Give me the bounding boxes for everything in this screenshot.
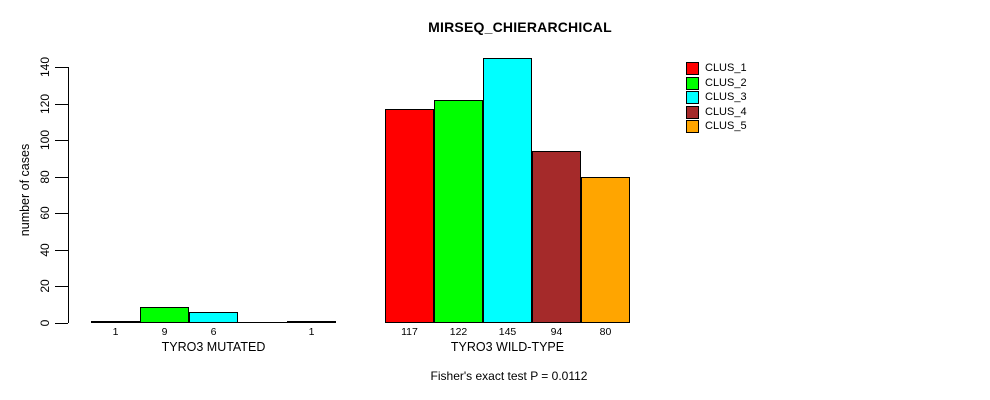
bar-value-label: 94 bbox=[550, 326, 563, 338]
legend-label: CLUS_1 bbox=[705, 62, 747, 74]
y-axis-line bbox=[68, 67, 69, 323]
y-axis-tick bbox=[55, 67, 68, 68]
bar-clus_1-group1 bbox=[91, 321, 140, 323]
legend-swatch-icon bbox=[686, 120, 699, 134]
bar-value-label: 1 bbox=[308, 326, 315, 338]
bar-value-label: 117 bbox=[401, 326, 418, 338]
bar-clus_5-group1 bbox=[287, 321, 336, 323]
bar-clus_3-group2 bbox=[483, 58, 532, 323]
y-axis-tick bbox=[55, 213, 68, 214]
footnote: Fisher's exact test P = 0.0112 bbox=[430, 369, 588, 383]
bar-clus_5-group2 bbox=[581, 177, 630, 323]
bar-clus_4-group1 bbox=[238, 322, 287, 323]
legend: CLUS_1 CLUS_2 CLUS_3 CLUS_4 CLUS_5 bbox=[686, 62, 747, 135]
chart-title: MIRSEQ_CHIERARCHICAL bbox=[428, 19, 612, 35]
y-axis-tick bbox=[55, 250, 68, 251]
bar-value-label: 9 bbox=[161, 326, 168, 338]
y-axis-tick-label: 100 bbox=[38, 129, 52, 151]
x-axis-group-label: TYRO3 MUTATED bbox=[161, 340, 266, 354]
bar-clus_1-group2 bbox=[385, 109, 434, 323]
legend-swatch-icon bbox=[686, 91, 699, 105]
bar-value-label: 1 bbox=[112, 326, 119, 338]
y-axis-tick-label: 120 bbox=[38, 93, 52, 115]
legend-label: CLUS_2 bbox=[705, 76, 747, 89]
legend-item-clus_5: CLUS_5 bbox=[686, 120, 747, 134]
bar-clus_2-group2 bbox=[434, 100, 483, 323]
legend-label: CLUS_5 bbox=[705, 120, 747, 133]
legend-item-clus_1: CLUS_1 bbox=[686, 62, 747, 75]
bar-value-label: 6 bbox=[210, 326, 217, 338]
x-axis-group-label: TYRO3 WILD-TYPE bbox=[450, 340, 565, 354]
bar-value-label: 80 bbox=[599, 326, 612, 338]
bar-value-label: 122 bbox=[449, 326, 468, 338]
legend-swatch-icon bbox=[686, 76, 699, 90]
legend-item-clus_4: CLUS_4 bbox=[686, 105, 747, 119]
legend-swatch-icon bbox=[686, 105, 699, 119]
y-axis-tick-label: 20 bbox=[38, 279, 52, 293]
y-axis-tick bbox=[55, 177, 68, 178]
legend-label: CLUS_3 bbox=[705, 91, 747, 104]
bar-clus_2-group1 bbox=[140, 307, 189, 323]
bar-value-label: 145 bbox=[498, 326, 517, 338]
legend-item-clus_3: CLUS_3 bbox=[686, 91, 747, 105]
bar-clus_3-group1 bbox=[189, 312, 238, 323]
legend-swatch-icon bbox=[686, 62, 699, 75]
legend-label: CLUS_4 bbox=[705, 105, 747, 118]
y-axis-tick-label: 80 bbox=[38, 170, 52, 184]
y-axis-tick bbox=[55, 286, 68, 287]
legend-item-clus_2: CLUS_2 bbox=[686, 76, 747, 90]
y-axis-tick-label: 40 bbox=[38, 243, 52, 257]
y-axis-tick bbox=[55, 323, 68, 324]
bar-clus_4-group2 bbox=[532, 151, 581, 323]
y-axis-tick bbox=[55, 104, 68, 105]
y-axis-tick-label: 60 bbox=[38, 206, 52, 220]
y-axis-tick-label: 0 bbox=[38, 319, 52, 327]
y-axis-tick bbox=[55, 140, 68, 141]
y-axis-tick-label: 140 bbox=[38, 56, 52, 78]
